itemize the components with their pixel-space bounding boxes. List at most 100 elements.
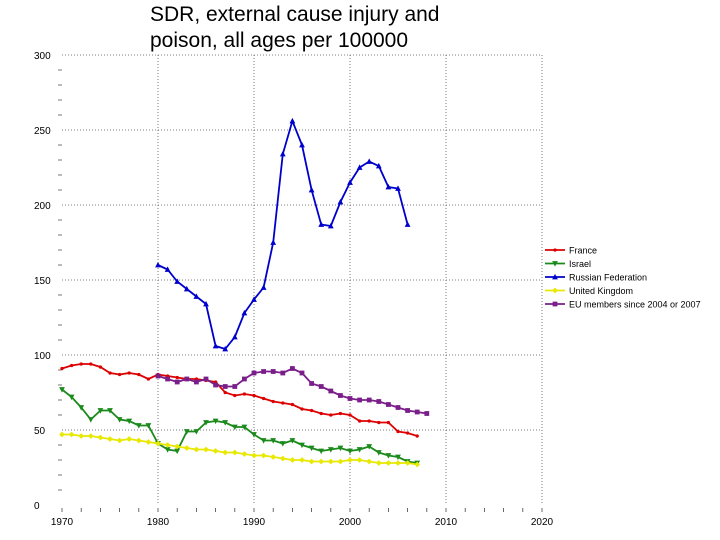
y-tick-label-100: 100 [34,351,51,362]
series-eu-members-since-2004-or-2007 [155,366,430,416]
data-point-israel-1974 [97,408,104,414]
data-point-united-kingdom-2006 [404,460,411,466]
data-point-eu-members-since-2004-or-2007-2004 [386,402,391,407]
data-point-united-kingdom-1986 [212,448,219,454]
data-point-russian-federation-1993 [279,150,286,157]
data-point-france-1996 [309,408,314,413]
data-point-eu-members-since-2004-or-2007-1991 [261,369,266,374]
data-point-united-kingdom-1974 [97,434,104,441]
data-point-united-kingdom-1990 [251,452,257,459]
data-point-russian-federation-2002 [366,158,373,164]
data-point-israel-2003 [375,450,382,456]
data-point-france-1982 [175,375,179,380]
data-point-france-1990 [252,393,256,398]
data-point-israel-1976 [116,417,123,423]
data-point-united-kingdom-2005 [395,460,401,466]
legend-label-russian-federation: Russian Federation [569,273,647,283]
data-point-france-1991 [261,396,266,401]
grid [62,54,543,505]
data-point-eu-members-since-2004-or-2007-1984 [194,379,199,385]
data-point-israel-2002 [366,444,373,450]
x-tick-label-2020: 2020 [531,517,554,528]
data-point-france-1976 [117,372,122,377]
data-point-russian-federation-1985 [203,300,209,307]
data-point-russian-federation-2006 [404,221,411,227]
data-point-israel-2004 [385,453,392,459]
data-point-israel-1977 [126,418,133,425]
x-tick-label-1990: 1990 [243,517,266,528]
y-tick-label-300: 300 [34,51,51,62]
data-point-united-kingdom-1989 [241,451,248,457]
data-point-israel-2005 [395,454,401,461]
data-point-france-2006 [405,431,410,435]
data-point-russian-federation-1990 [251,296,257,302]
series-israel [59,387,421,467]
data-point-eu-members-since-2004-or-2007-1986 [213,382,218,388]
data-point-israel-1995 [299,442,305,449]
series-lines [59,117,430,468]
data-point-france-1978 [137,372,141,377]
data-point-united-kingdom-1996 [308,458,315,465]
data-point-israel-1994 [289,438,296,444]
data-point-israel-1998 [327,447,334,453]
data-point-united-kingdom-1991 [260,452,267,459]
data-point-eu-members-since-2004-or-2007-2003 [376,399,382,404]
data-point-russian-federation-1991 [260,284,267,290]
data-point-eu-members-since-2004-or-2007-1983 [184,376,190,382]
legend-marker-eu-members-since-2004-or-2007 [552,301,558,307]
x-tick-label-2000: 2000 [339,517,362,528]
data-point-russian-federation-1999 [337,198,344,205]
data-point-israel-1989 [241,424,248,431]
data-point-france-1992 [271,399,275,404]
data-point-israel-1973 [87,417,94,423]
data-point-russian-federation-2004 [385,183,392,190]
chart-title-line-1: SDR, external cause injury and [150,3,440,26]
y-tick-label-250: 250 [34,126,51,137]
data-point-israel-1988 [231,424,238,431]
data-point-united-kingdom-1988 [231,449,238,456]
data-point-france-1974 [98,365,103,369]
data-point-russian-federation-1988 [231,333,238,340]
series-united-kingdom [59,431,421,468]
legend-item-russian-federation: Russian Federation [545,273,647,283]
data-point-united-kingdom-1983 [183,445,190,451]
data-point-eu-members-since-2004-or-2007-1985 [203,376,209,382]
data-point-eu-members-since-2004-or-2007-2000 [347,396,353,401]
data-point-eu-members-since-2004-or-2007-1992 [270,369,276,374]
x-tick-label-2010: 2010 [435,517,458,528]
data-point-eu-members-since-2004-or-2007-1980 [155,373,161,379]
data-point-russian-federation-1982 [174,278,181,284]
data-point-russian-federation-2001 [356,164,363,170]
data-point-russian-federation-2005 [395,185,401,191]
y-tick-label-50: 50 [34,426,46,437]
data-point-israel-1987 [222,420,229,426]
data-point-eu-members-since-2004-or-2007-1982 [174,379,180,385]
legend: France Israel Russian Federation United Kin… [545,246,701,310]
data-point-israel-1999 [337,445,344,452]
data-point-eu-members-since-2004-or-2007-1987 [222,384,228,389]
legend-marker-russian-federation [552,273,558,280]
data-point-france-2003 [377,420,381,425]
data-point-eu-members-since-2004-or-2007-1989 [242,376,247,382]
data-point-israel-1984 [193,429,200,435]
data-point-france-2007 [415,434,419,438]
data-point-united-kingdom-1976 [116,437,123,444]
data-point-israel-1979 [145,423,152,429]
data-point-france-1995 [300,407,304,411]
data-point-eu-members-since-2004-or-2007-2005 [395,405,401,410]
data-point-united-kingdom-1999 [337,458,344,465]
data-point-russian-federation-2000 [347,179,353,185]
data-point-united-kingdom-1995 [299,457,305,463]
data-point-united-kingdom-1975 [107,436,113,442]
data-point-france-1973 [89,362,93,366]
data-point-eu-members-since-2004-or-2007-2006 [405,408,410,413]
data-point-france-1988 [233,393,237,398]
legend-item-israel: Israel [545,259,591,269]
data-point-france-1994 [290,402,295,407]
data-point-eu-members-since-2004-or-2007-1997 [318,384,324,389]
data-point-eu-members-since-2004-or-2007-1995 [299,370,305,376]
data-point-russian-federation-1996 [308,186,315,193]
data-point-eu-members-since-2004-or-2007-1994 [290,366,295,371]
data-point-israel-1983 [183,429,190,435]
x-tick-label-1980: 1980 [147,517,170,528]
